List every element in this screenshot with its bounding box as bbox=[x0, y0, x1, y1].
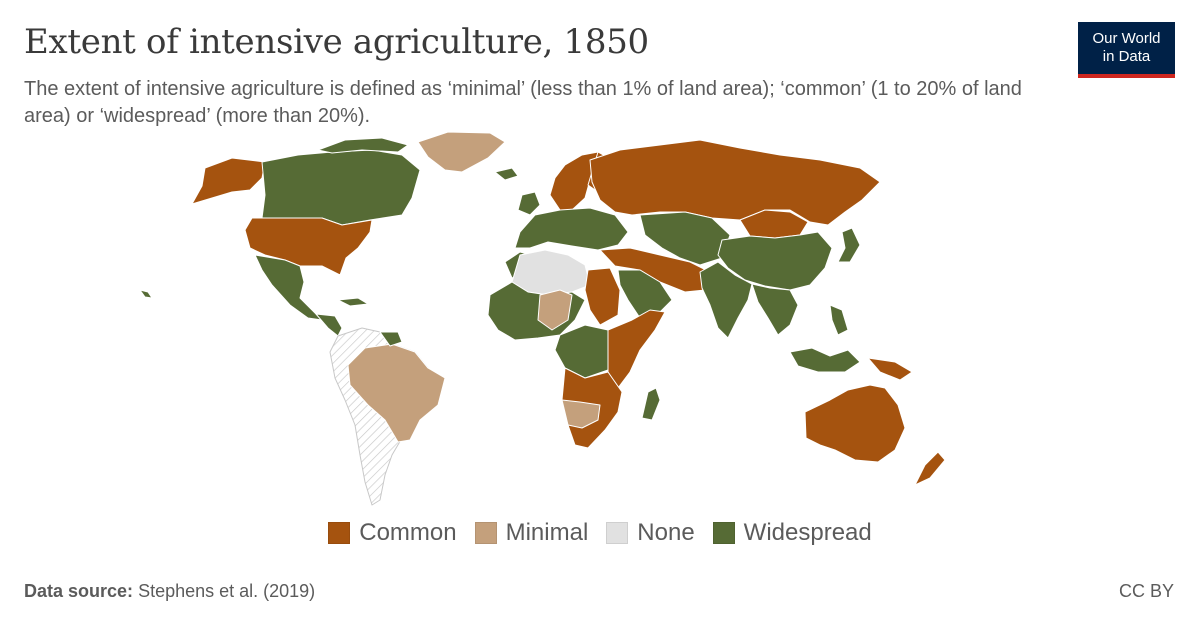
region-namibia-botswana[interactable] bbox=[561, 399, 601, 429]
legend-swatch-none bbox=[606, 522, 629, 544]
region-hawaii[interactable] bbox=[139, 289, 153, 299]
logo-line-1: Our World bbox=[1092, 30, 1161, 47]
region-alaska[interactable] bbox=[191, 157, 266, 205]
legend-label-widespread: Widespread bbox=[743, 519, 872, 546]
legend-item-common[interactable]: Common bbox=[328, 519, 457, 547]
legend-label-none: None bbox=[637, 519, 695, 546]
region-east-africa[interactable] bbox=[607, 309, 666, 389]
region-western-europe[interactable] bbox=[514, 207, 629, 251]
region-canadian-arctic[interactable] bbox=[317, 137, 409, 154]
owid-logo[interactable]: Our World in Data bbox=[1078, 22, 1175, 78]
region-china[interactable] bbox=[717, 231, 833, 291]
legend-swatch-widespread bbox=[712, 522, 735, 544]
region-canada[interactable] bbox=[261, 149, 421, 226]
chart-subtitle: The extent of intensive agriculture is d… bbox=[24, 78, 1022, 127]
legend-item-none[interactable]: None bbox=[606, 519, 695, 547]
region-madagascar[interactable] bbox=[641, 387, 661, 421]
region-sudan[interactable] bbox=[584, 267, 621, 326]
region-southeast-asia[interactable] bbox=[751, 283, 799, 336]
region-japan[interactable] bbox=[837, 227, 861, 263]
region-cuba[interactable] bbox=[337, 297, 369, 307]
region-usa[interactable] bbox=[244, 217, 373, 276]
legend-label-minimal: Minimal bbox=[505, 519, 589, 546]
region-australia[interactable] bbox=[804, 384, 906, 463]
data-source-link[interactable]: Stephens et al. (2019) bbox=[138, 581, 316, 601]
region-papua[interactable] bbox=[867, 357, 913, 381]
region-central-africa[interactable] bbox=[554, 324, 616, 379]
region-central-asia[interactable] bbox=[639, 211, 731, 266]
region-central-america[interactable] bbox=[315, 313, 343, 337]
legend: Common Minimal None Widespread bbox=[0, 519, 1200, 547]
region-iceland[interactable] bbox=[494, 167, 519, 181]
legend-swatch-common bbox=[328, 522, 351, 544]
legend-item-widespread[interactable]: Widespread bbox=[712, 519, 872, 547]
region-greenland[interactable] bbox=[417, 131, 506, 173]
data-source: Data source: Stephens et al. (2019) bbox=[24, 581, 315, 602]
legend-item-minimal[interactable]: Minimal bbox=[474, 519, 589, 547]
region-russia[interactable] bbox=[589, 139, 881, 226]
license[interactable]: CC BY bbox=[1118, 581, 1174, 601]
region-india[interactable] bbox=[699, 261, 753, 339]
region-philippines[interactable] bbox=[829, 304, 849, 336]
region-british-isles[interactable] bbox=[517, 191, 541, 216]
legend-swatch-minimal bbox=[474, 522, 497, 544]
region-indonesia[interactable] bbox=[789, 347, 861, 373]
region-brazil[interactable] bbox=[347, 343, 446, 443]
region-new-zealand[interactable] bbox=[914, 451, 946, 486]
region-north-africa-desert[interactable] bbox=[511, 249, 591, 296]
region-guianas[interactable] bbox=[379, 331, 403, 347]
world-map[interactable] bbox=[0, 128, 1200, 513]
chart-title: Extent of intensive agriculture, 1850 bbox=[24, 22, 649, 62]
legend-label-common: Common bbox=[359, 519, 457, 546]
logo-line-2: in Data bbox=[1102, 48, 1151, 65]
data-source-label: Data source: bbox=[24, 581, 134, 601]
region-sahel[interactable] bbox=[537, 289, 573, 331]
